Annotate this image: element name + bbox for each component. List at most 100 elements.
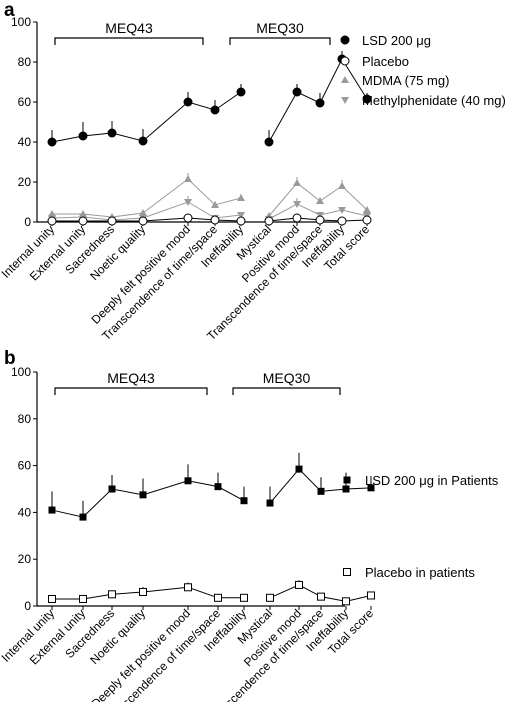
data-point [108,485,116,493]
data-point [214,483,222,491]
legend-marker [341,97,349,104]
series-1 [47,213,372,226]
y-tick-label: 100 [11,365,31,379]
data-point [240,497,248,505]
series-0 [47,51,372,147]
group-label: MEQ43 [107,370,155,386]
data-point [264,137,274,147]
legend-marker [340,56,350,66]
data-point [362,94,372,104]
y-tick-label: 100 [11,15,31,29]
legend-marker [343,476,351,484]
y-tick-label: 40 [18,505,32,519]
legend-item: Methylphenidate (40 mg) [341,93,506,108]
data-point [317,592,325,601]
group-bracket [229,37,331,45]
data-point [240,593,248,602]
data-point [317,487,325,495]
data-point [237,194,245,201]
group-label: MEQ43 [105,20,153,36]
panel-label-b: b [4,348,16,369]
legend-item: MDMA (75 mg) [341,73,449,88]
group-label: MEQ30 [263,370,311,386]
data-point [183,97,193,107]
y-tick-label: 80 [18,412,32,426]
data-point [139,491,147,499]
group-bracket [54,387,208,395]
data-point [107,216,117,226]
data-point [79,594,87,603]
data-point [264,216,274,226]
data-point [107,128,117,138]
legend-item: Placebo [340,54,409,69]
data-point [266,499,274,507]
panel-label-a: a [4,0,15,21]
series-1 [48,580,375,606]
data-point [139,587,147,596]
data-point [342,485,350,493]
data-point [292,213,302,223]
y-tick-label: 80 [18,55,32,69]
data-point [295,465,303,473]
data-point [184,477,192,485]
legend-label: Placebo in patients [365,565,475,580]
data-point [48,594,56,603]
y-tick-label: 0 [24,215,31,229]
data-point [236,87,246,97]
data-point [236,216,246,226]
data-point [295,580,303,589]
data-point [47,216,57,226]
data-point [138,136,148,146]
data-point [363,206,371,213]
legend-item: LSD 200 μg in Patients [343,473,499,488]
y-tick-label: 60 [18,459,32,473]
data-point [337,216,347,226]
data-point [78,216,88,226]
data-point [79,513,87,521]
data-point [342,597,350,606]
legend-item: LSD 200 μg [340,33,431,48]
data-point [210,105,220,115]
data-point [293,179,301,186]
data-point [214,593,222,602]
legend-marker [343,568,351,576]
legend-label: Placebo [362,54,409,69]
legend-marker [341,76,349,83]
data-point [338,207,346,214]
y-tick-label: 20 [18,175,32,189]
data-point [237,212,245,219]
data-point [184,199,192,206]
data-point [211,201,219,208]
data-point [338,182,346,189]
group-label: MEQ30 [256,20,304,36]
data-point [48,210,56,217]
data-point [210,215,220,225]
series-0 [48,452,375,521]
y-tick-label: 60 [18,95,32,109]
series-2 [48,173,371,220]
legend-label: MDMA (75 mg) [362,73,449,88]
legend-label: LSD 200 μg [362,33,431,48]
data-point [293,201,301,208]
data-point [47,137,57,147]
series-line [52,178,242,218]
legend-label: Methylphenidate (40 mg) [362,93,506,108]
legend-marker [340,35,350,45]
data-point [138,216,148,226]
data-point [315,215,325,225]
data-point [184,583,192,592]
data-point [367,484,375,492]
data-point [184,175,192,182]
data-point [139,209,147,216]
data-point [79,210,87,217]
data-point [362,215,372,225]
data-point [108,590,116,599]
group-bracket [54,37,204,45]
data-point [266,593,274,602]
group-bracket [232,387,341,395]
data-point [292,87,302,97]
y-tick-label: 40 [18,135,32,149]
data-point [78,131,88,141]
